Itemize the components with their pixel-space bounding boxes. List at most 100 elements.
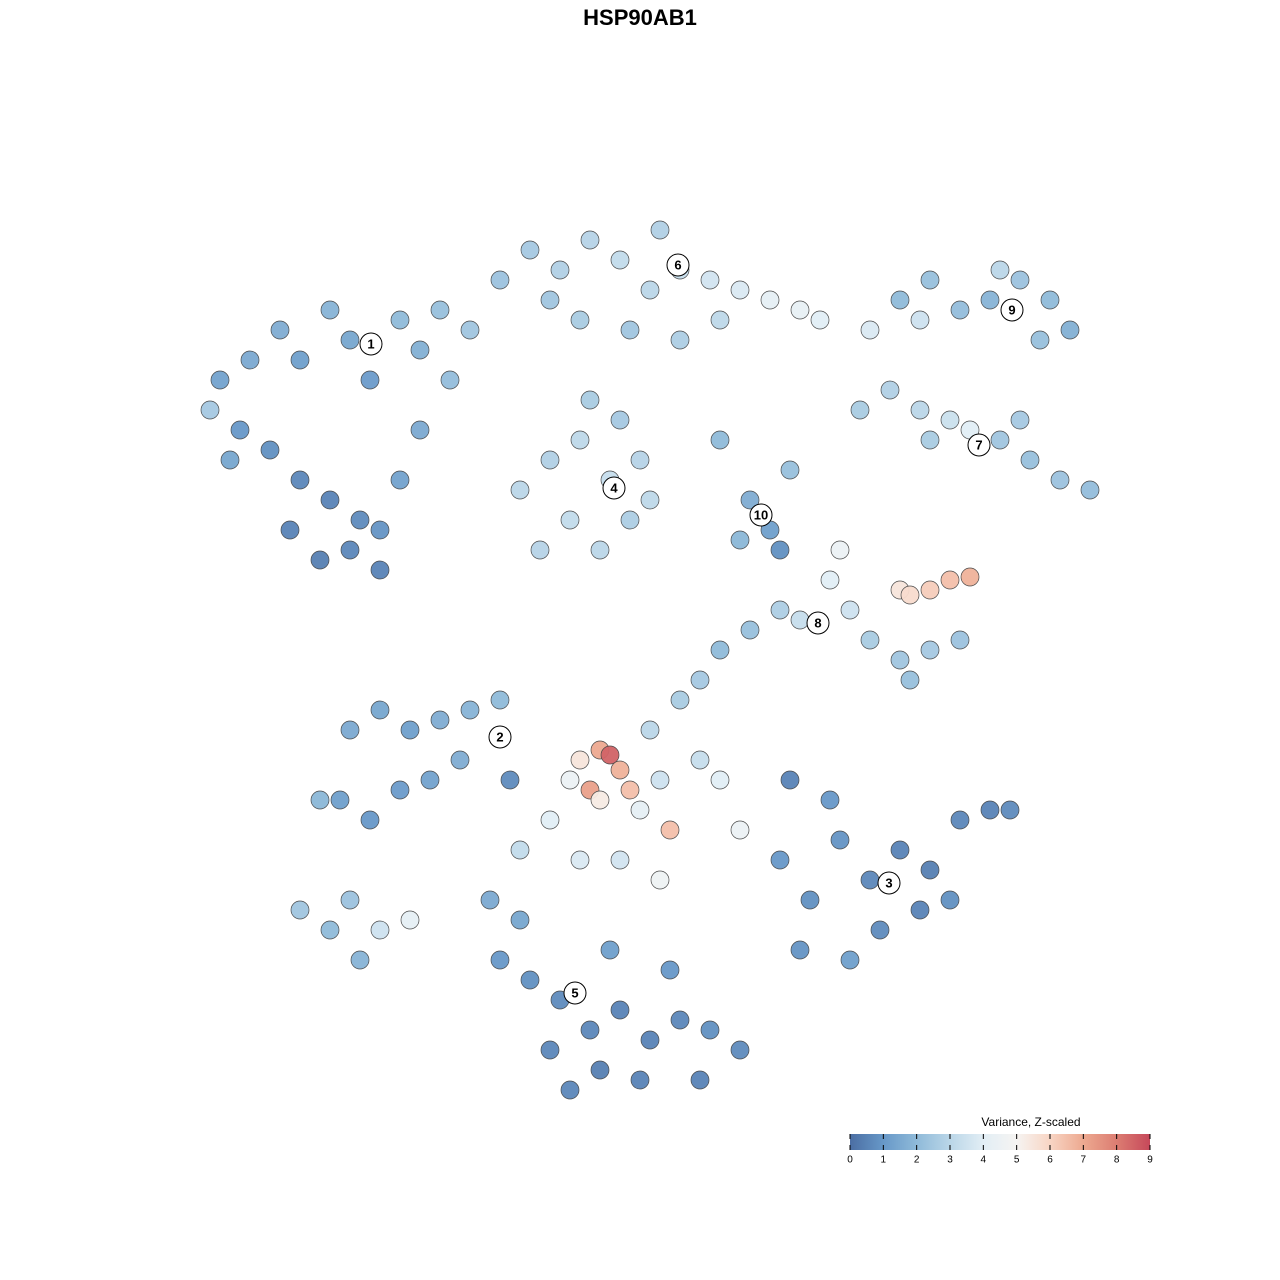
point (340, 330, 360, 350)
point (870, 920, 890, 940)
cluster-label-badge (749, 503, 773, 527)
point (1000, 800, 1020, 820)
point (770, 540, 790, 560)
point (920, 640, 940, 660)
point (430, 710, 450, 730)
colorbar-tick-label: 2 (914, 1155, 920, 1166)
point (580, 230, 600, 250)
cluster-label-text: 4 (610, 480, 618, 495)
point (370, 520, 390, 540)
colorbar-tick-label: 8 (1114, 1155, 1120, 1166)
point (330, 790, 350, 810)
point (1010, 270, 1030, 290)
point (520, 970, 540, 990)
point (950, 810, 970, 830)
colorbar-tick-label: 7 (1081, 1155, 1087, 1166)
point (990, 260, 1010, 280)
point (730, 820, 750, 840)
point (860, 630, 880, 650)
point (1060, 320, 1080, 340)
point (710, 770, 730, 790)
point (200, 400, 220, 420)
point (910, 400, 930, 420)
point (360, 810, 380, 830)
point (670, 690, 690, 710)
point (610, 250, 630, 270)
point (540, 290, 560, 310)
point (440, 370, 460, 390)
point (350, 510, 370, 530)
point (670, 330, 690, 350)
point (530, 540, 550, 560)
point (820, 790, 840, 810)
point (490, 950, 510, 970)
point (460, 320, 480, 340)
point (650, 770, 670, 790)
point (840, 600, 860, 620)
colorbar-tick-label: 1 (881, 1155, 887, 1166)
point (1080, 480, 1100, 500)
cluster-label: 1 (359, 332, 383, 356)
point (580, 390, 600, 410)
point (290, 350, 310, 370)
point (910, 310, 930, 330)
point (320, 490, 340, 510)
point (610, 410, 630, 430)
point (540, 450, 560, 470)
point (280, 520, 300, 540)
point (630, 800, 650, 820)
point (760, 290, 780, 310)
point (340, 890, 360, 910)
colorbar-tick-label: 4 (981, 1155, 987, 1166)
colorbar-tick-label: 0 (847, 1155, 853, 1166)
point (1050, 470, 1070, 490)
point (570, 310, 590, 330)
point (320, 300, 340, 320)
cluster-label-text: 10 (754, 507, 768, 522)
point (610, 1000, 630, 1020)
cluster-label-text: 6 (674, 257, 681, 272)
cluster-label-badge (967, 433, 991, 457)
point (510, 840, 530, 860)
colorbar-tick-label: 3 (947, 1155, 953, 1166)
cluster-label-badge (488, 725, 512, 749)
point (620, 780, 640, 800)
point (790, 610, 810, 630)
point (610, 850, 630, 870)
point (510, 910, 530, 930)
point (220, 450, 240, 470)
cluster-label-badge (563, 981, 587, 1005)
point (600, 745, 620, 765)
cluster-label: 10 (749, 503, 773, 527)
point (890, 290, 910, 310)
point (960, 567, 980, 587)
point (710, 640, 730, 660)
point (1030, 330, 1050, 350)
point (230, 420, 250, 440)
point (400, 910, 420, 930)
point (560, 1080, 580, 1100)
point (640, 720, 660, 740)
point (790, 940, 810, 960)
point (910, 900, 930, 920)
point (340, 720, 360, 740)
point (340, 540, 360, 560)
point (350, 950, 370, 970)
point (640, 490, 660, 510)
point (390, 310, 410, 330)
point (770, 850, 790, 870)
point (980, 290, 1000, 310)
cluster-label-text: 7 (975, 437, 982, 452)
cluster-label: 8 (806, 611, 830, 635)
point (640, 1030, 660, 1050)
point (290, 470, 310, 490)
point (1040, 290, 1060, 310)
point (980, 800, 1000, 820)
point (900, 585, 920, 605)
colorbar-tick-label: 6 (1047, 1155, 1053, 1166)
point (990, 430, 1010, 450)
point (770, 600, 790, 620)
cluster-label: 6 (666, 253, 690, 277)
point (830, 830, 850, 850)
point (600, 940, 620, 960)
